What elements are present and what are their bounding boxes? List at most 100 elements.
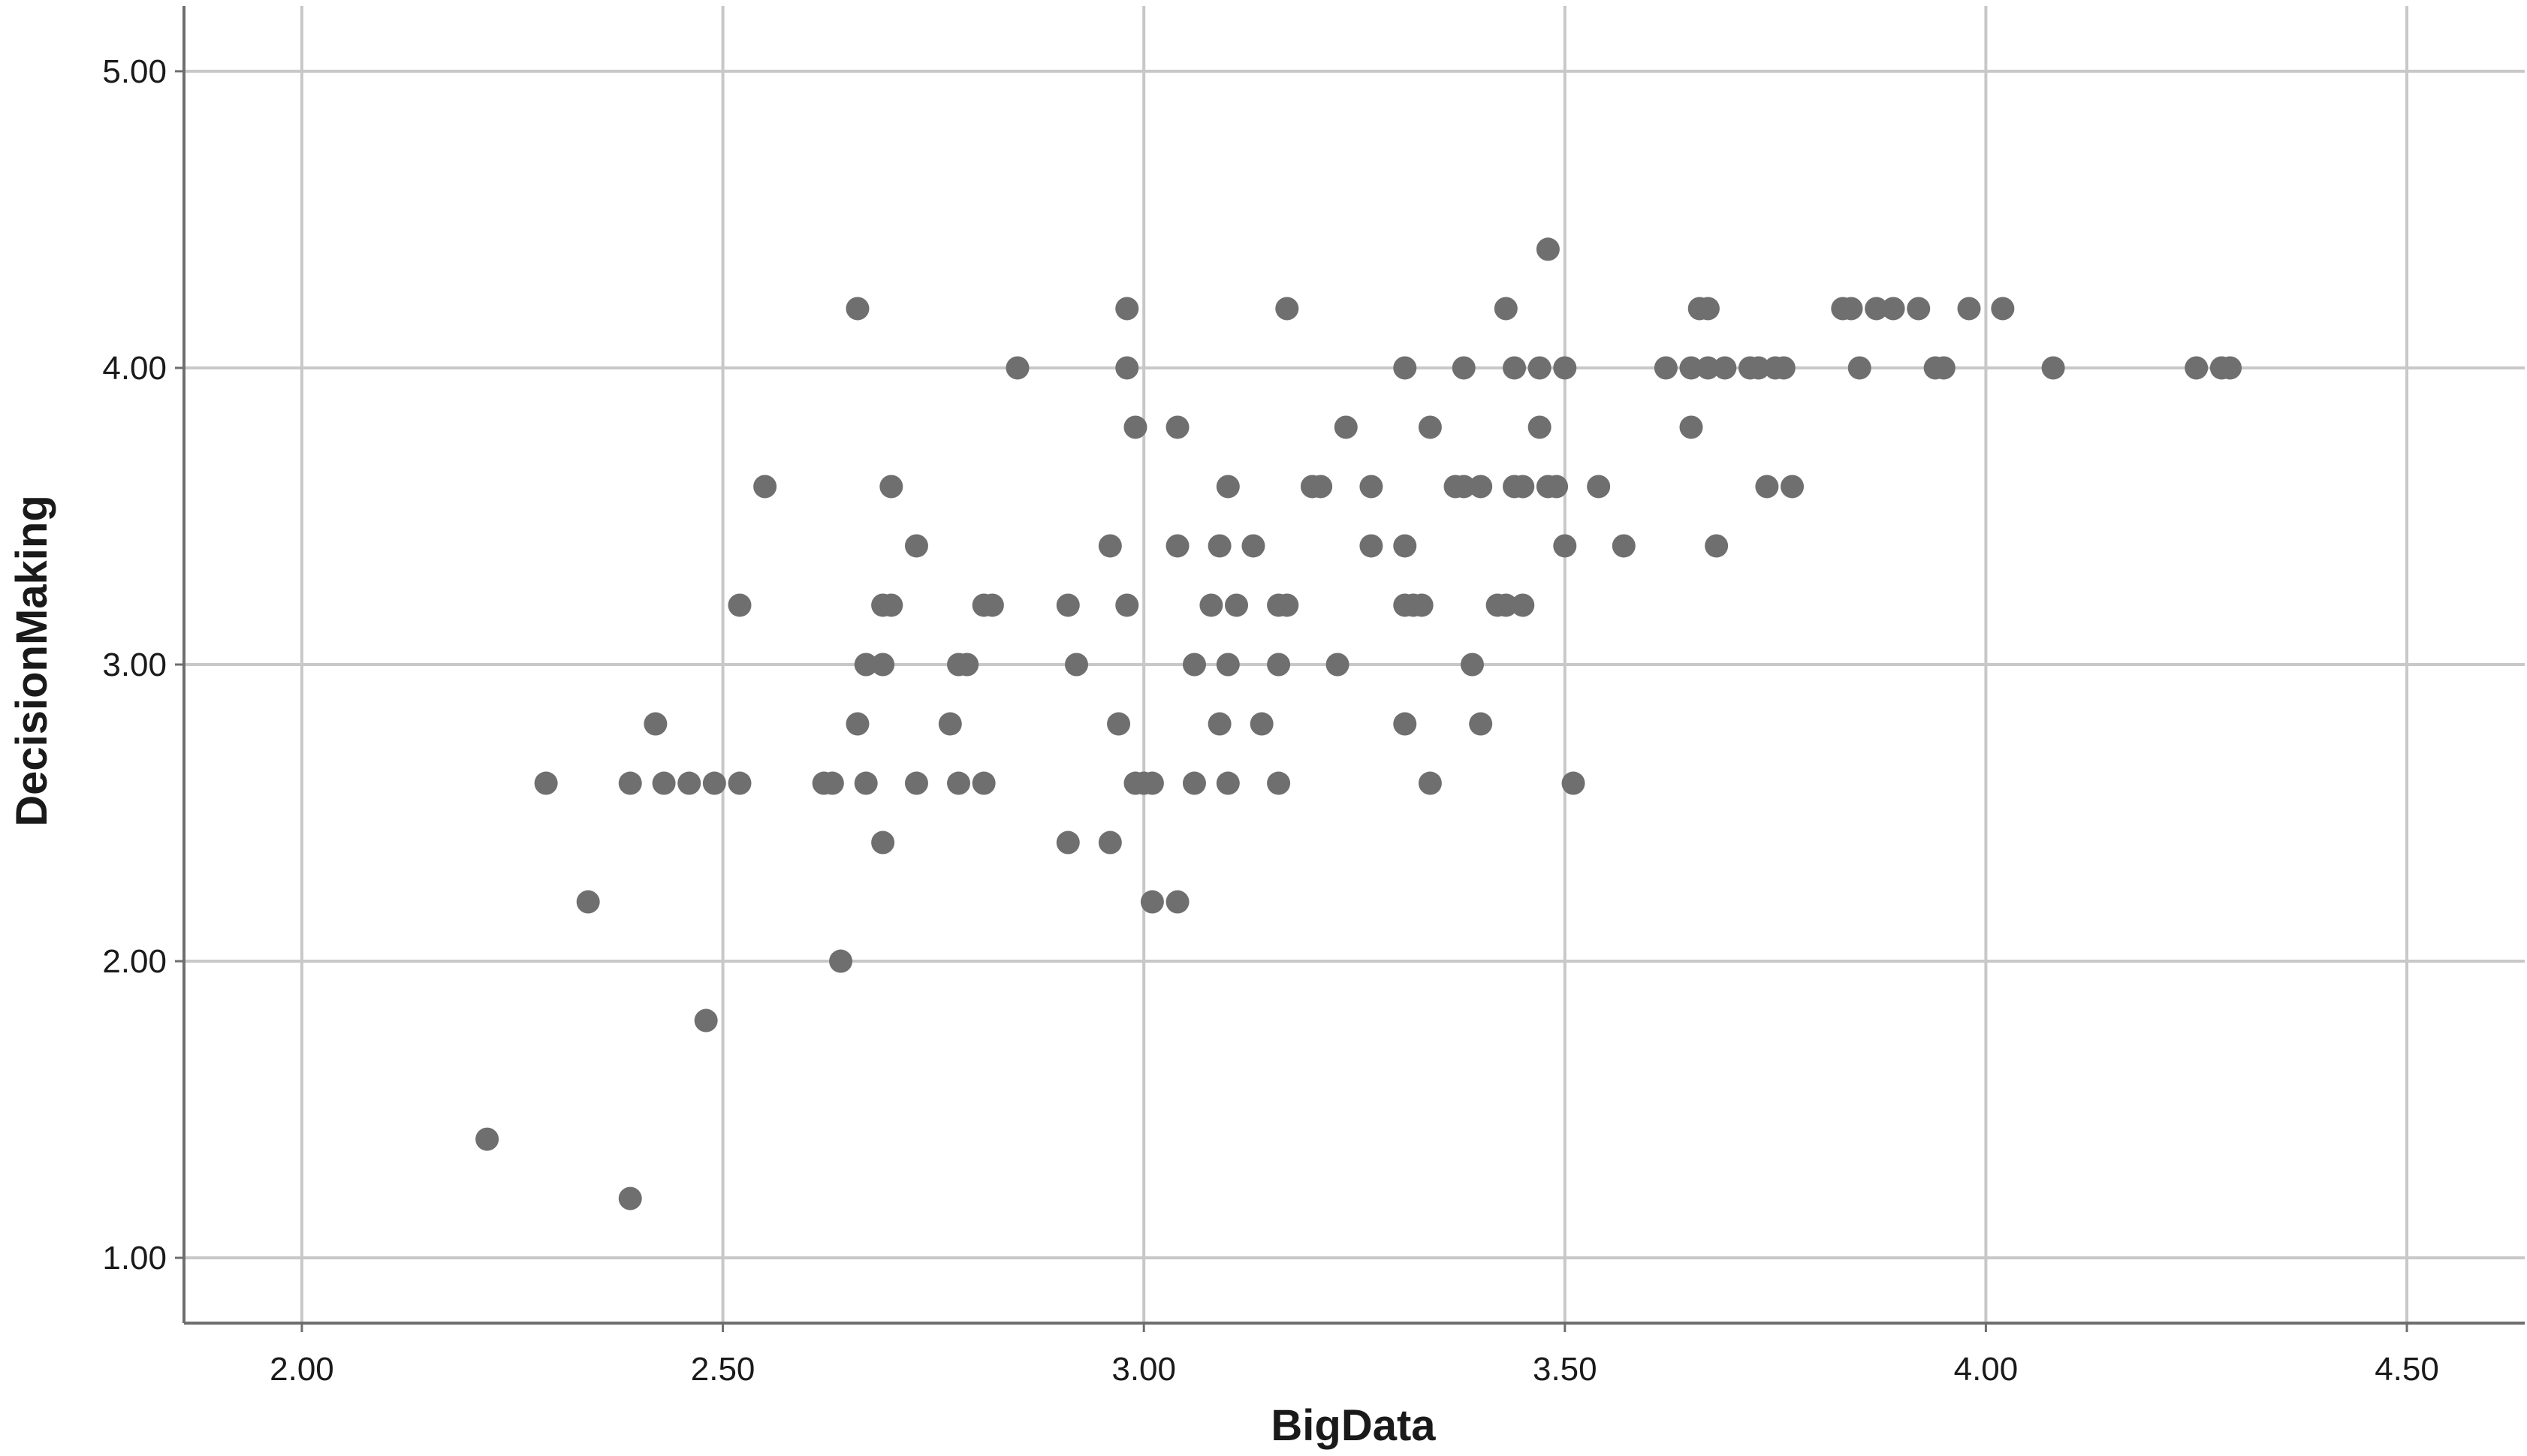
- x-tick-label: 3.00: [1111, 1351, 1176, 1388]
- data-point: [879, 593, 903, 617]
- data-point: [1393, 534, 1417, 558]
- x-axis-title: BigData: [1271, 1401, 1436, 1450]
- data-point: [947, 771, 971, 795]
- data-point: [1225, 593, 1249, 617]
- data-point: [846, 297, 870, 321]
- x-tick-label: 2.00: [270, 1351, 334, 1388]
- data-point: [576, 890, 600, 914]
- data-point: [820, 771, 844, 795]
- data-point: [1410, 593, 1434, 617]
- data-point: [2185, 356, 2209, 380]
- data-point: [618, 771, 642, 795]
- data-point: [829, 949, 853, 973]
- data-point: [1452, 356, 1476, 380]
- data-point: [1334, 415, 1358, 439]
- data-point: [1587, 475, 1611, 499]
- data-point: [846, 712, 870, 736]
- data-points: [475, 237, 2242, 1210]
- data-point: [1511, 593, 1535, 617]
- data-point: [1107, 712, 1131, 736]
- data-point: [1165, 534, 1190, 558]
- data-point: [854, 653, 878, 677]
- data-point: [1216, 475, 1240, 499]
- data-point: [1115, 593, 1139, 617]
- data-point: [1452, 475, 1476, 499]
- data-point: [1527, 415, 1551, 439]
- data-point: [871, 653, 895, 677]
- data-point: [1469, 712, 1493, 736]
- data-point: [1705, 534, 1729, 558]
- data-point: [2218, 356, 2242, 380]
- data-point: [1275, 297, 1299, 321]
- tick-labels: 2.00 2.50 3.00 3.50 4.00 4.50 1.00 2.00 3.00 4.00…: [102, 53, 2438, 1388]
- data-point: [1503, 356, 1527, 380]
- data-point: [955, 653, 979, 677]
- data-point: [1839, 297, 1863, 321]
- data-point: [1696, 356, 1720, 380]
- data-point: [1267, 771, 1291, 795]
- data-point: [1418, 415, 1442, 439]
- data-point: [753, 475, 777, 499]
- y-tick-label: 4.00: [102, 350, 167, 387]
- data-point: [702, 771, 726, 795]
- data-point: [644, 712, 668, 736]
- data-point: [1250, 712, 1274, 736]
- data-point: [1208, 534, 1232, 558]
- data-point: [1115, 297, 1139, 321]
- data-point: [938, 712, 962, 736]
- data-point: [1469, 475, 1493, 499]
- data-point: [728, 771, 752, 795]
- data-point: [1064, 653, 1088, 677]
- data-point: [1527, 356, 1551, 380]
- data-point: [1679, 356, 1703, 380]
- data-point: [1098, 830, 1122, 855]
- y-tick-label: 1.00: [102, 1240, 167, 1277]
- data-point: [1494, 593, 1518, 617]
- data-point: [1654, 356, 1678, 380]
- data-point: [1494, 297, 1518, 321]
- data-point: [1182, 653, 1206, 677]
- data-point: [534, 771, 558, 795]
- data-point: [1772, 356, 1796, 380]
- data-point: [1536, 237, 1560, 261]
- x-tick-label: 4.00: [1954, 1351, 2019, 1388]
- data-point: [1553, 534, 1577, 558]
- data-point: [1275, 593, 1299, 617]
- data-point: [1140, 890, 1164, 914]
- data-point: [904, 534, 928, 558]
- data-point: [1115, 356, 1139, 380]
- data-point: [1553, 356, 1577, 380]
- data-point: [2041, 356, 2065, 380]
- data-point: [1460, 653, 1484, 677]
- data-point: [1098, 534, 1122, 558]
- data-point: [1393, 356, 1417, 380]
- y-tick-label: 3.00: [102, 647, 167, 683]
- x-tick-label: 4.50: [2375, 1351, 2439, 1388]
- data-point: [1006, 356, 1030, 380]
- data-point: [1182, 771, 1206, 795]
- data-point: [1165, 415, 1190, 439]
- data-point: [1957, 297, 1981, 321]
- data-point: [652, 771, 676, 795]
- data-point: [694, 1008, 718, 1032]
- data-point: [618, 1186, 642, 1210]
- grid-lines: [184, 6, 2525, 1323]
- data-point: [1991, 297, 2015, 321]
- data-point: [1713, 356, 1737, 380]
- data-point: [1881, 297, 1905, 321]
- data-point: [972, 771, 996, 795]
- data-point: [1931, 356, 1956, 380]
- x-tick-label: 3.50: [1533, 1351, 1597, 1388]
- data-point: [1359, 475, 1383, 499]
- data-point: [1511, 475, 1535, 499]
- data-point: [854, 771, 878, 795]
- data-point: [1755, 475, 1779, 499]
- data-point: [1696, 297, 1720, 321]
- x-tick-label: 2.50: [691, 1351, 755, 1388]
- data-point: [1208, 712, 1232, 736]
- data-point: [904, 771, 928, 795]
- data-point: [1393, 712, 1417, 736]
- data-point: [1847, 356, 1871, 380]
